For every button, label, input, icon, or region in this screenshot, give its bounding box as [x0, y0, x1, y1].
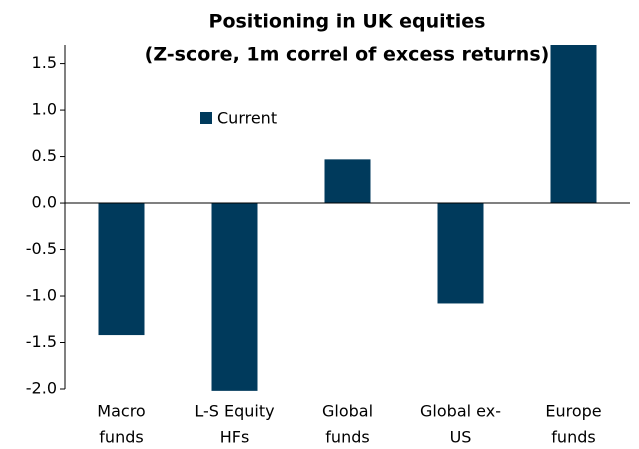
bar: [324, 159, 371, 204]
x-tick-label: Europe: [545, 402, 601, 421]
x-tick-label: US: [450, 428, 472, 447]
y-tick-label: 1.0: [32, 100, 57, 119]
legend-label: Current: [217, 109, 277, 128]
y-tick-label: -1.0: [26, 286, 57, 305]
y-tick-label: -0.5: [26, 239, 57, 258]
bar: [550, 45, 597, 204]
x-tick-label: Macro: [97, 402, 145, 421]
y-tick-label: 1.5: [32, 53, 57, 72]
x-tick-label: Global: [322, 402, 373, 421]
x-tick-label: funds: [99, 428, 143, 447]
x-tick-label: funds: [325, 428, 369, 447]
y-tick-label: -2.0: [26, 379, 57, 398]
chart-subtitle: (Z-score, 1m correl of excess returns): [145, 44, 550, 66]
bar: [98, 203, 145, 336]
x-tick-label: funds: [551, 428, 595, 447]
x-tick-label: L-S Equity: [194, 402, 274, 421]
bar: [437, 203, 484, 304]
y-tick-label: 0.0: [32, 193, 57, 212]
bar: [211, 203, 258, 391]
x-tick-label: HFs: [220, 428, 250, 447]
x-tick-label: Global ex-: [420, 402, 501, 421]
chart-title: Positioning in UK equities: [209, 11, 486, 33]
y-tick-label: -1.5: [26, 332, 57, 351]
legend-swatch: [200, 112, 212, 124]
y-tick-label: 0.5: [32, 146, 57, 165]
